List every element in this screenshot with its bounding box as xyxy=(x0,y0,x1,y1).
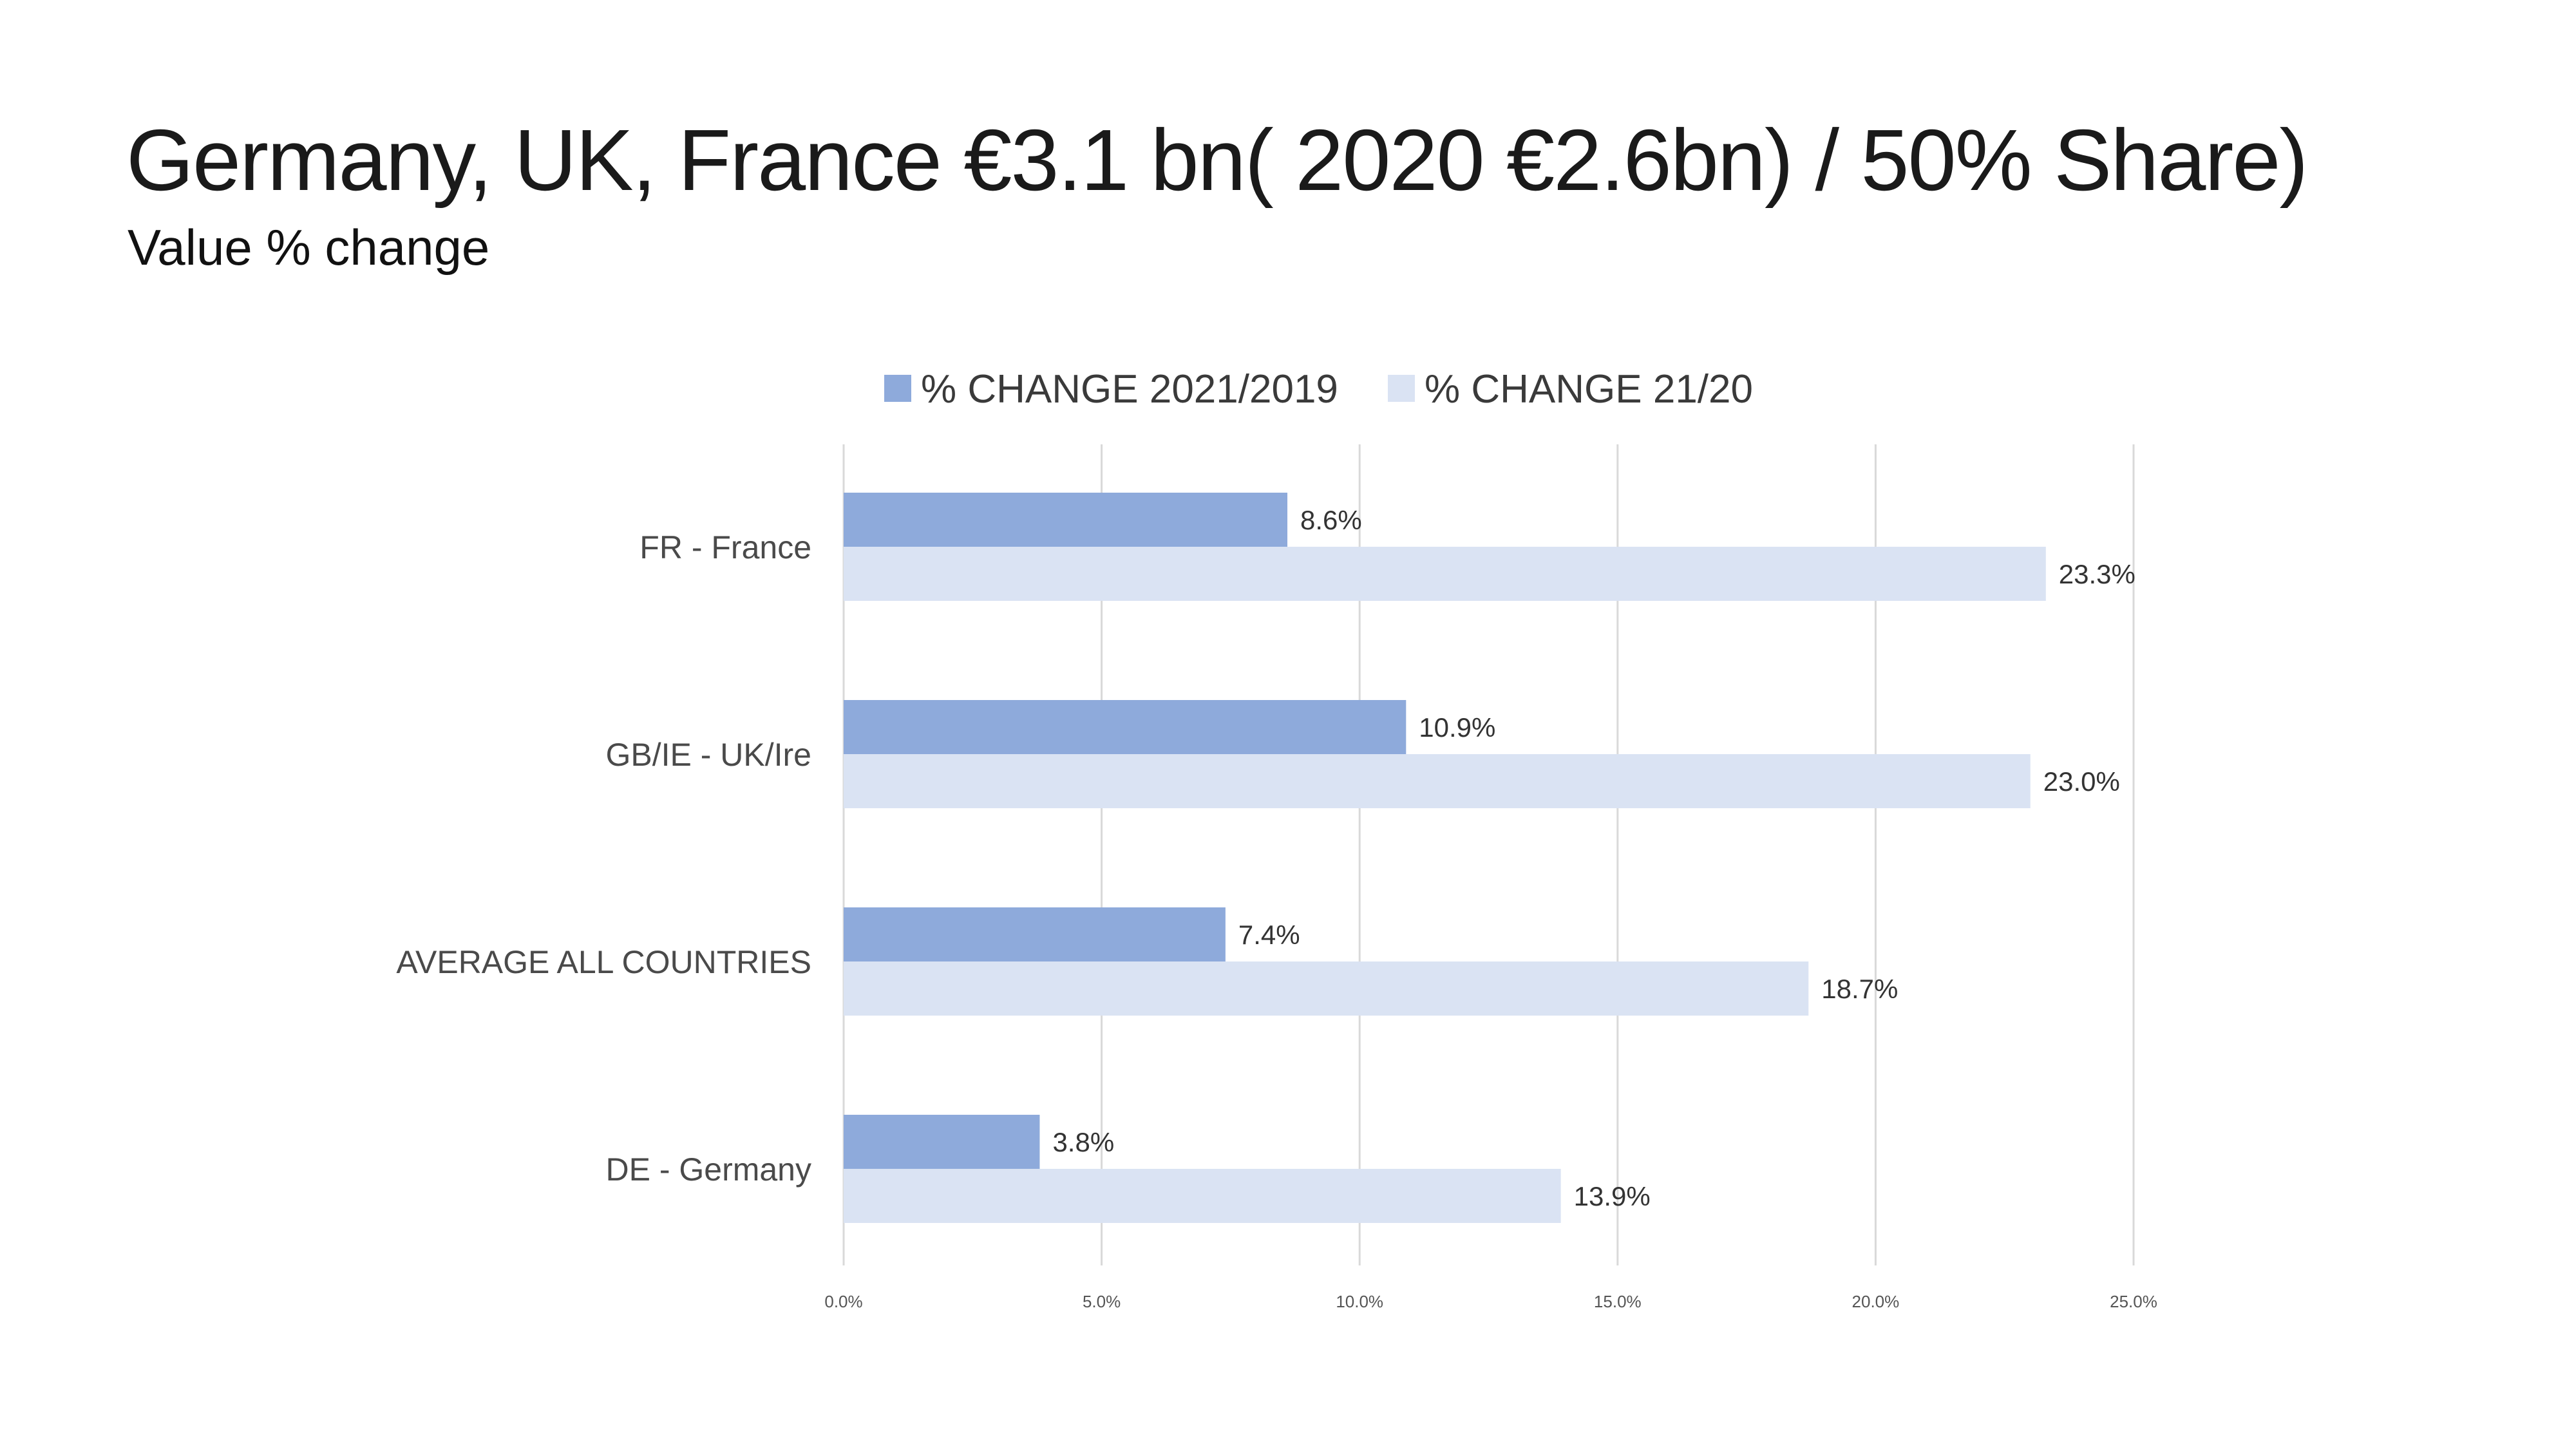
slide-title: Germany, UK, France €3.1 bn( 2020 €2.6bn… xyxy=(126,111,2308,209)
data-label: 23.3% xyxy=(2059,559,2136,589)
chart-x-tick-labels: 0.0% 5.0% 10.0% 15.0% 20.0% 25.0% xyxy=(824,1292,2157,1311)
data-label: 10.9% xyxy=(1419,712,1495,743)
bar-2 xyxy=(844,754,2031,808)
chart-data-labels: 8.6% 23.3% 10.9% 23.0% 7.4% 18.7% 3.8% 13.9% xyxy=(1052,505,2135,1211)
data-label: 3.8% xyxy=(1052,1127,1114,1157)
category-label: AVERAGE ALL COUNTRIES xyxy=(396,944,811,980)
legend-swatch-1 xyxy=(884,375,911,402)
x-tick-label: 5.0% xyxy=(1083,1292,1121,1311)
category-label: DE - Germany xyxy=(605,1151,811,1188)
bar-2 xyxy=(844,547,2046,601)
data-label: 8.6% xyxy=(1300,505,1362,535)
bar-1 xyxy=(844,493,1288,547)
category-label: GB/IE - UK/Ire xyxy=(605,737,811,773)
category-label: FR - France xyxy=(639,529,811,565)
x-tick-label: 20.0% xyxy=(1852,1292,1900,1311)
slide-subtitle: Value % change xyxy=(128,219,490,276)
legend-label-1: % CHANGE 2021/2019 xyxy=(921,367,1338,412)
chart-legend: % CHANGE 2021/2019 % CHANGE 21/20 xyxy=(884,367,1753,412)
chart-bars xyxy=(844,493,2046,1223)
data-label: 7.4% xyxy=(1238,920,1300,950)
legend-swatch-2 xyxy=(1388,375,1415,402)
data-label: 13.9% xyxy=(1574,1181,1651,1211)
x-tick-label: 25.0% xyxy=(2110,1292,2157,1311)
legend-label-2: % CHANGE 21/20 xyxy=(1425,367,1753,412)
data-label: 18.7% xyxy=(1821,974,1898,1004)
bar-1 xyxy=(844,1115,1040,1169)
x-tick-label: 10.0% xyxy=(1336,1292,1383,1311)
data-label: 23.0% xyxy=(2043,766,2120,797)
bar-2 xyxy=(844,1169,1561,1223)
x-tick-label: 15.0% xyxy=(1594,1292,1642,1311)
bar-2 xyxy=(844,961,1809,1016)
bar-1 xyxy=(844,907,1226,961)
bar-1 xyxy=(844,700,1406,754)
chart-category-labels: FR - France GB/IE - UK/Ire AVERAGE ALL COU… xyxy=(396,529,811,1188)
x-tick-label: 0.0% xyxy=(824,1292,862,1311)
